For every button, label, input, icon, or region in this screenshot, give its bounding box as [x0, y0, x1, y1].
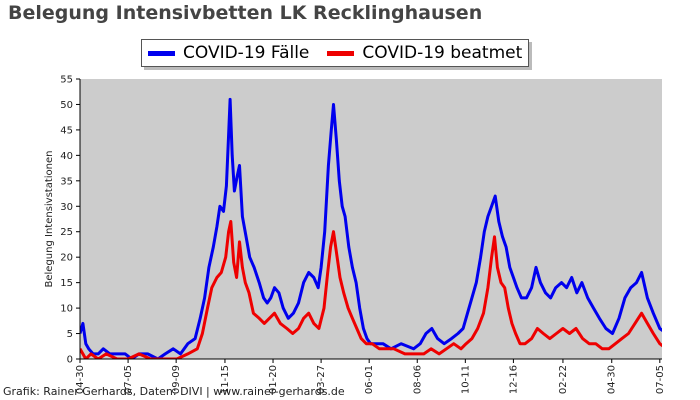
y-tick-label: 40 [60, 151, 73, 162]
y-tick-label: 15 [60, 278, 73, 289]
legend-label-beatmet: COVID-19 beatmet [362, 43, 523, 63]
x-tick-label: 08-06 [412, 365, 423, 394]
x-tick-label: 03-27 [316, 365, 327, 394]
y-axis-label: Belegung Intensivstationen [44, 150, 55, 287]
legend-item-faelle: COVID-19 Fälle [148, 43, 309, 63]
x-tick-label: 12-16 [508, 365, 519, 394]
y-tick-label: 55 [60, 75, 73, 86]
y-tick-label: 45 [60, 125, 73, 136]
series-line-faelle [80, 97, 662, 359]
x-tick-label: 07-05 [123, 365, 134, 394]
y-tick-label: 50 [60, 100, 73, 111]
plot-background [80, 79, 662, 359]
credit-line: Grafik: Rainer Gerhards, Daten: DIVI | w… [3, 385, 345, 398]
legend-item-beatmet: COVID-19 beatmet [327, 43, 522, 63]
axis-layer: 0 5 10 15 20 25 30 35 40 45 50 55 04-30 07-05 09-09 11-… [60, 75, 666, 395]
legend-label-faelle: COVID-19 Fälle [183, 43, 310, 63]
x-tick-label: 04-30 [607, 365, 618, 394]
legend-swatch-faelle [148, 50, 175, 56]
y-tick-label: 20 [60, 253, 73, 264]
y-tick-label: 25 [60, 227, 73, 238]
x-tick-label: 07-05 [655, 365, 666, 394]
x-tick-label: 04-30 [75, 365, 86, 394]
y-tick-label: 35 [60, 176, 73, 187]
x-tick-label: 01-20 [268, 365, 279, 394]
legend-swatch-beatmet [327, 50, 355, 56]
x-tick-label: 09-09 [171, 365, 182, 394]
y-tick-label: 30 [60, 202, 73, 213]
x-tick-label: 06-01 [364, 365, 375, 394]
legend: COVID-19 Fälle COVID-19 beatmet [141, 39, 530, 67]
x-tick-label: 02-22 [558, 365, 569, 394]
chart-title: Belegung Intensivbetten LK Recklinghause… [8, 2, 483, 24]
y-tick-label: 0 [67, 355, 73, 366]
series-layer [80, 97, 662, 359]
y-tick-label: 10 [60, 304, 73, 315]
series-line-beatmet [80, 220, 662, 359]
x-tick-label: 10-11 [460, 365, 471, 394]
x-tick-label: 11-15 [220, 365, 231, 394]
y-tick-label: 5 [67, 329, 73, 340]
